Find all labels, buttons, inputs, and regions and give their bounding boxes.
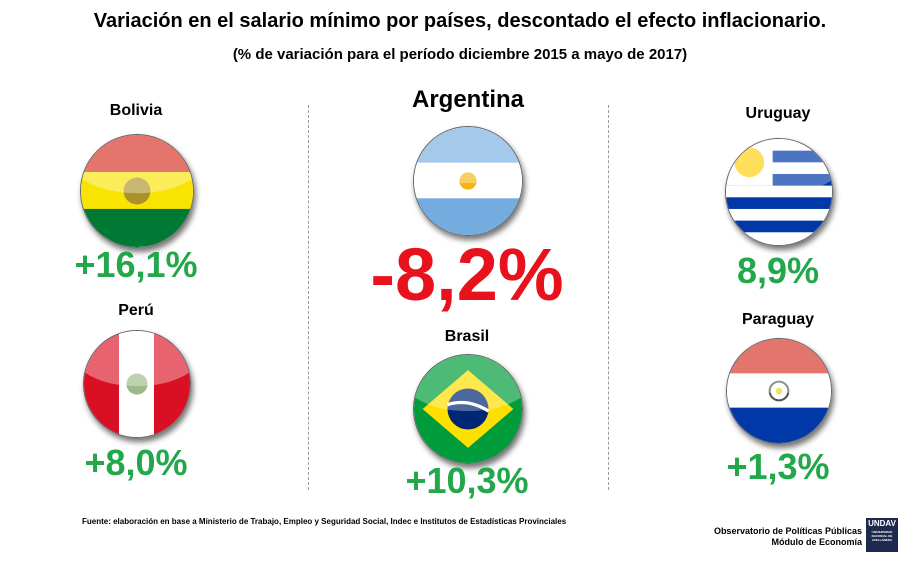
uruguay-flag-icon [725,138,833,246]
value-peru: +8,0% [84,442,188,483]
org-line-1: Observatorio de Políticas Públicas [713,526,862,536]
country-label-paraguay: Paraguay [741,311,815,328]
value-brasil: +10,3% [405,460,529,501]
country-label-uruguay: Uruguay [745,105,811,122]
chart-title: Variación en el salario mínimo por paíse… [93,10,827,32]
argentina-flag-icon [413,126,523,236]
country-label-bolivia: Bolivia [109,102,163,119]
divider-right [608,105,609,490]
country-label-argentina: Argentina [411,86,524,113]
country-label-brasil: Brasil [444,328,490,345]
peru-flag-icon [83,330,191,438]
value-paraguay: +1,3% [726,446,830,487]
org-line-2: Módulo de Economía [771,537,862,547]
logo-text: UNDAV [868,519,896,528]
organization-name: Observatorio de Políticas Públicas Módul… [714,526,862,548]
bolivia-flag-icon [80,134,194,248]
value-uruguay: 8,9% [736,250,820,291]
chart-subtitle: (% de variación para el período diciembr… [232,46,688,63]
source-note: Fuente: elaboración en base a Ministerio… [82,517,567,526]
undav-logo: UNDAV UNIVERSIDAD NACIONAL DE AVELLANEDA [866,518,898,552]
country-label-peru: Perú [118,302,154,319]
brazil-flag-icon [413,354,523,464]
divider-left [308,105,309,490]
logo-subtext: UNIVERSIDAD NACIONAL DE AVELLANEDA [871,530,893,542]
value-bolivia: +16,1% [74,244,198,285]
paraguay-flag-icon [726,338,832,444]
value-argentina: -8,2% [370,233,564,316]
